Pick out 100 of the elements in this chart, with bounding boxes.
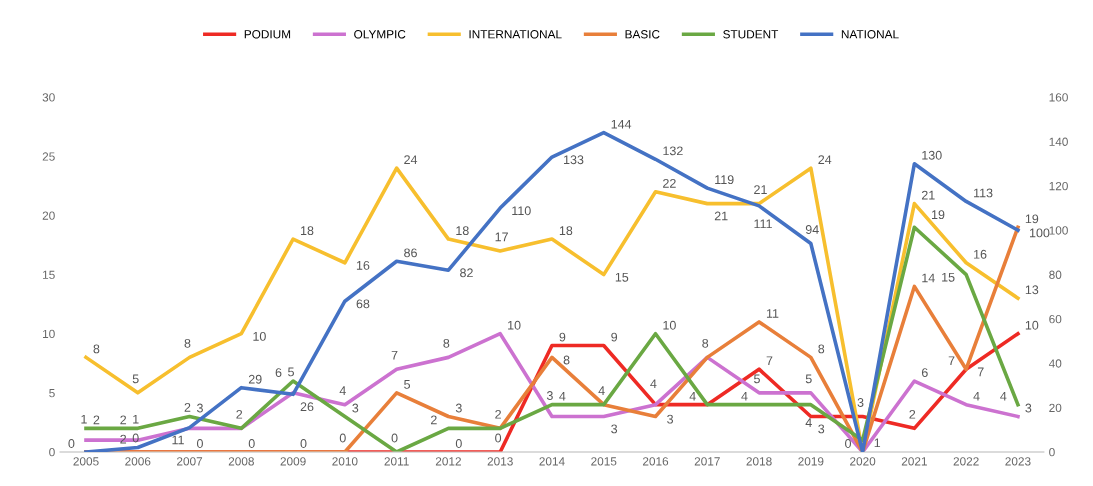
data-label: 130 bbox=[922, 150, 942, 160]
data-label: 1 bbox=[81, 414, 87, 424]
data-label: 15 bbox=[615, 272, 629, 282]
data-label: 8 bbox=[818, 344, 825, 354]
data-label: 4 bbox=[689, 391, 696, 401]
x-tick-label: 2017 bbox=[694, 457, 720, 466]
data-label: 15 bbox=[942, 272, 955, 282]
data-label: 7 bbox=[766, 356, 773, 366]
x-tick-label: 2022 bbox=[953, 457, 979, 466]
data-label: 3 bbox=[818, 424, 825, 434]
y2-tick-label: 80 bbox=[1049, 270, 1062, 279]
data-label: 3 bbox=[667, 414, 674, 424]
x-tick-label: 2023 bbox=[1005, 457, 1031, 466]
data-label: 5 bbox=[288, 367, 294, 377]
data-label: 14 bbox=[922, 273, 935, 283]
data-label: 2 bbox=[909, 409, 916, 419]
data-label: 13 bbox=[1025, 285, 1039, 295]
data-label: 2 bbox=[236, 409, 243, 419]
data-label: 1 bbox=[133, 414, 139, 424]
data-label: 21 bbox=[714, 211, 728, 221]
data-label: 0 bbox=[495, 433, 502, 443]
data-label: 3 bbox=[352, 403, 359, 413]
data-label: 26 bbox=[300, 402, 314, 412]
legend-label: PODIUM bbox=[244, 30, 291, 39]
y-tick-label: 10 bbox=[43, 329, 55, 339]
data-label: 11 bbox=[172, 435, 184, 445]
data-label: 18 bbox=[456, 226, 469, 236]
legend-label: STUDENT bbox=[723, 30, 779, 39]
y2-tick-label: 40 bbox=[1048, 359, 1062, 368]
data-label: 1 bbox=[874, 438, 881, 448]
y-tick-label: 25 bbox=[42, 152, 55, 161]
data-label: 3 bbox=[857, 398, 864, 407]
data-label: 144 bbox=[611, 119, 632, 129]
x-tick-label: 2011 bbox=[384, 457, 409, 466]
data-label: 0 bbox=[196, 439, 203, 448]
data-label: 119 bbox=[715, 175, 734, 185]
data-label: 4 bbox=[1000, 391, 1007, 401]
data-label: 8 bbox=[93, 344, 100, 354]
data-label: 2 bbox=[120, 415, 127, 425]
data-label: 4 bbox=[339, 386, 346, 395]
data-label: 0 bbox=[391, 433, 398, 443]
data-label: 94 bbox=[805, 225, 819, 234]
legend-label: INTERNATIONAL bbox=[469, 30, 562, 39]
data-label: 11 bbox=[766, 309, 779, 318]
y-tick-label: 15 bbox=[43, 270, 55, 279]
x-tick-label: 2020 bbox=[850, 457, 876, 466]
data-label: 2 bbox=[184, 402, 191, 412]
y2-tick-label: 160 bbox=[1049, 93, 1068, 102]
data-label: 133 bbox=[564, 155, 584, 165]
data-label: 0 bbox=[339, 433, 346, 443]
data-label: 5 bbox=[404, 380, 411, 389]
data-label: 4 bbox=[805, 418, 812, 427]
x-tick-label: 2010 bbox=[332, 457, 358, 466]
data-label: 5 bbox=[132, 374, 139, 384]
x-tick-label: 2014 bbox=[539, 457, 565, 466]
data-label: 0 bbox=[455, 439, 462, 448]
data-label: 4 bbox=[973, 391, 980, 401]
data-label: 7 bbox=[977, 367, 984, 377]
x-tick-label: 2018 bbox=[746, 457, 772, 466]
data-label: 2 bbox=[93, 415, 100, 425]
data-label: 0 bbox=[300, 439, 307, 448]
data-label: 10 bbox=[253, 331, 266, 341]
data-label: 4 bbox=[650, 379, 657, 389]
data-label: 3 bbox=[1025, 403, 1032, 413]
data-label: 86 bbox=[404, 248, 417, 258]
y2-tick-label: 120 bbox=[1049, 181, 1068, 191]
data-label: 18 bbox=[300, 226, 314, 236]
y2-tick-label: 20 bbox=[1049, 403, 1062, 413]
data-label: 10 bbox=[663, 320, 676, 330]
x-tick-label: 2015 bbox=[591, 457, 617, 466]
data-label: 8 bbox=[702, 338, 709, 348]
y2-tick-label: 0 bbox=[1049, 448, 1055, 457]
y-tick-label: 5 bbox=[49, 389, 55, 398]
data-label: 4 bbox=[598, 386, 605, 395]
x-tick-label: 2007 bbox=[177, 457, 203, 466]
x-tick-label: 2009 bbox=[280, 457, 306, 466]
data-label: 7 bbox=[948, 356, 955, 366]
x-tick-label: 2016 bbox=[642, 457, 669, 466]
legend-label: OLYMPIC bbox=[354, 30, 406, 39]
y-tick-label: 20 bbox=[42, 211, 55, 220]
data-label: 3 bbox=[455, 403, 462, 413]
data-label: 16 bbox=[356, 260, 370, 270]
data-label: 5 bbox=[805, 374, 812, 384]
y2-tick-label: 100 bbox=[1049, 226, 1068, 235]
y-tick-label: 0 bbox=[49, 448, 55, 457]
y-tick-label: 30 bbox=[42, 93, 55, 102]
data-label: 2 bbox=[495, 409, 501, 419]
data-label: 24 bbox=[404, 155, 418, 164]
data-label: 9 bbox=[559, 332, 566, 342]
data-label: 113 bbox=[974, 188, 993, 198]
data-label: 110 bbox=[512, 206, 531, 216]
data-label: 3 bbox=[546, 391, 553, 400]
data-label: 2 bbox=[430, 415, 437, 425]
data-label: 4 bbox=[741, 391, 748, 401]
data-label: 68 bbox=[356, 299, 370, 309]
data-label: 6 bbox=[921, 368, 928, 377]
data-label: 3 bbox=[611, 424, 618, 434]
data-label: 3 bbox=[196, 403, 203, 413]
data-label: 21 bbox=[921, 190, 935, 200]
x-tick-label: 2013 bbox=[487, 457, 513, 466]
